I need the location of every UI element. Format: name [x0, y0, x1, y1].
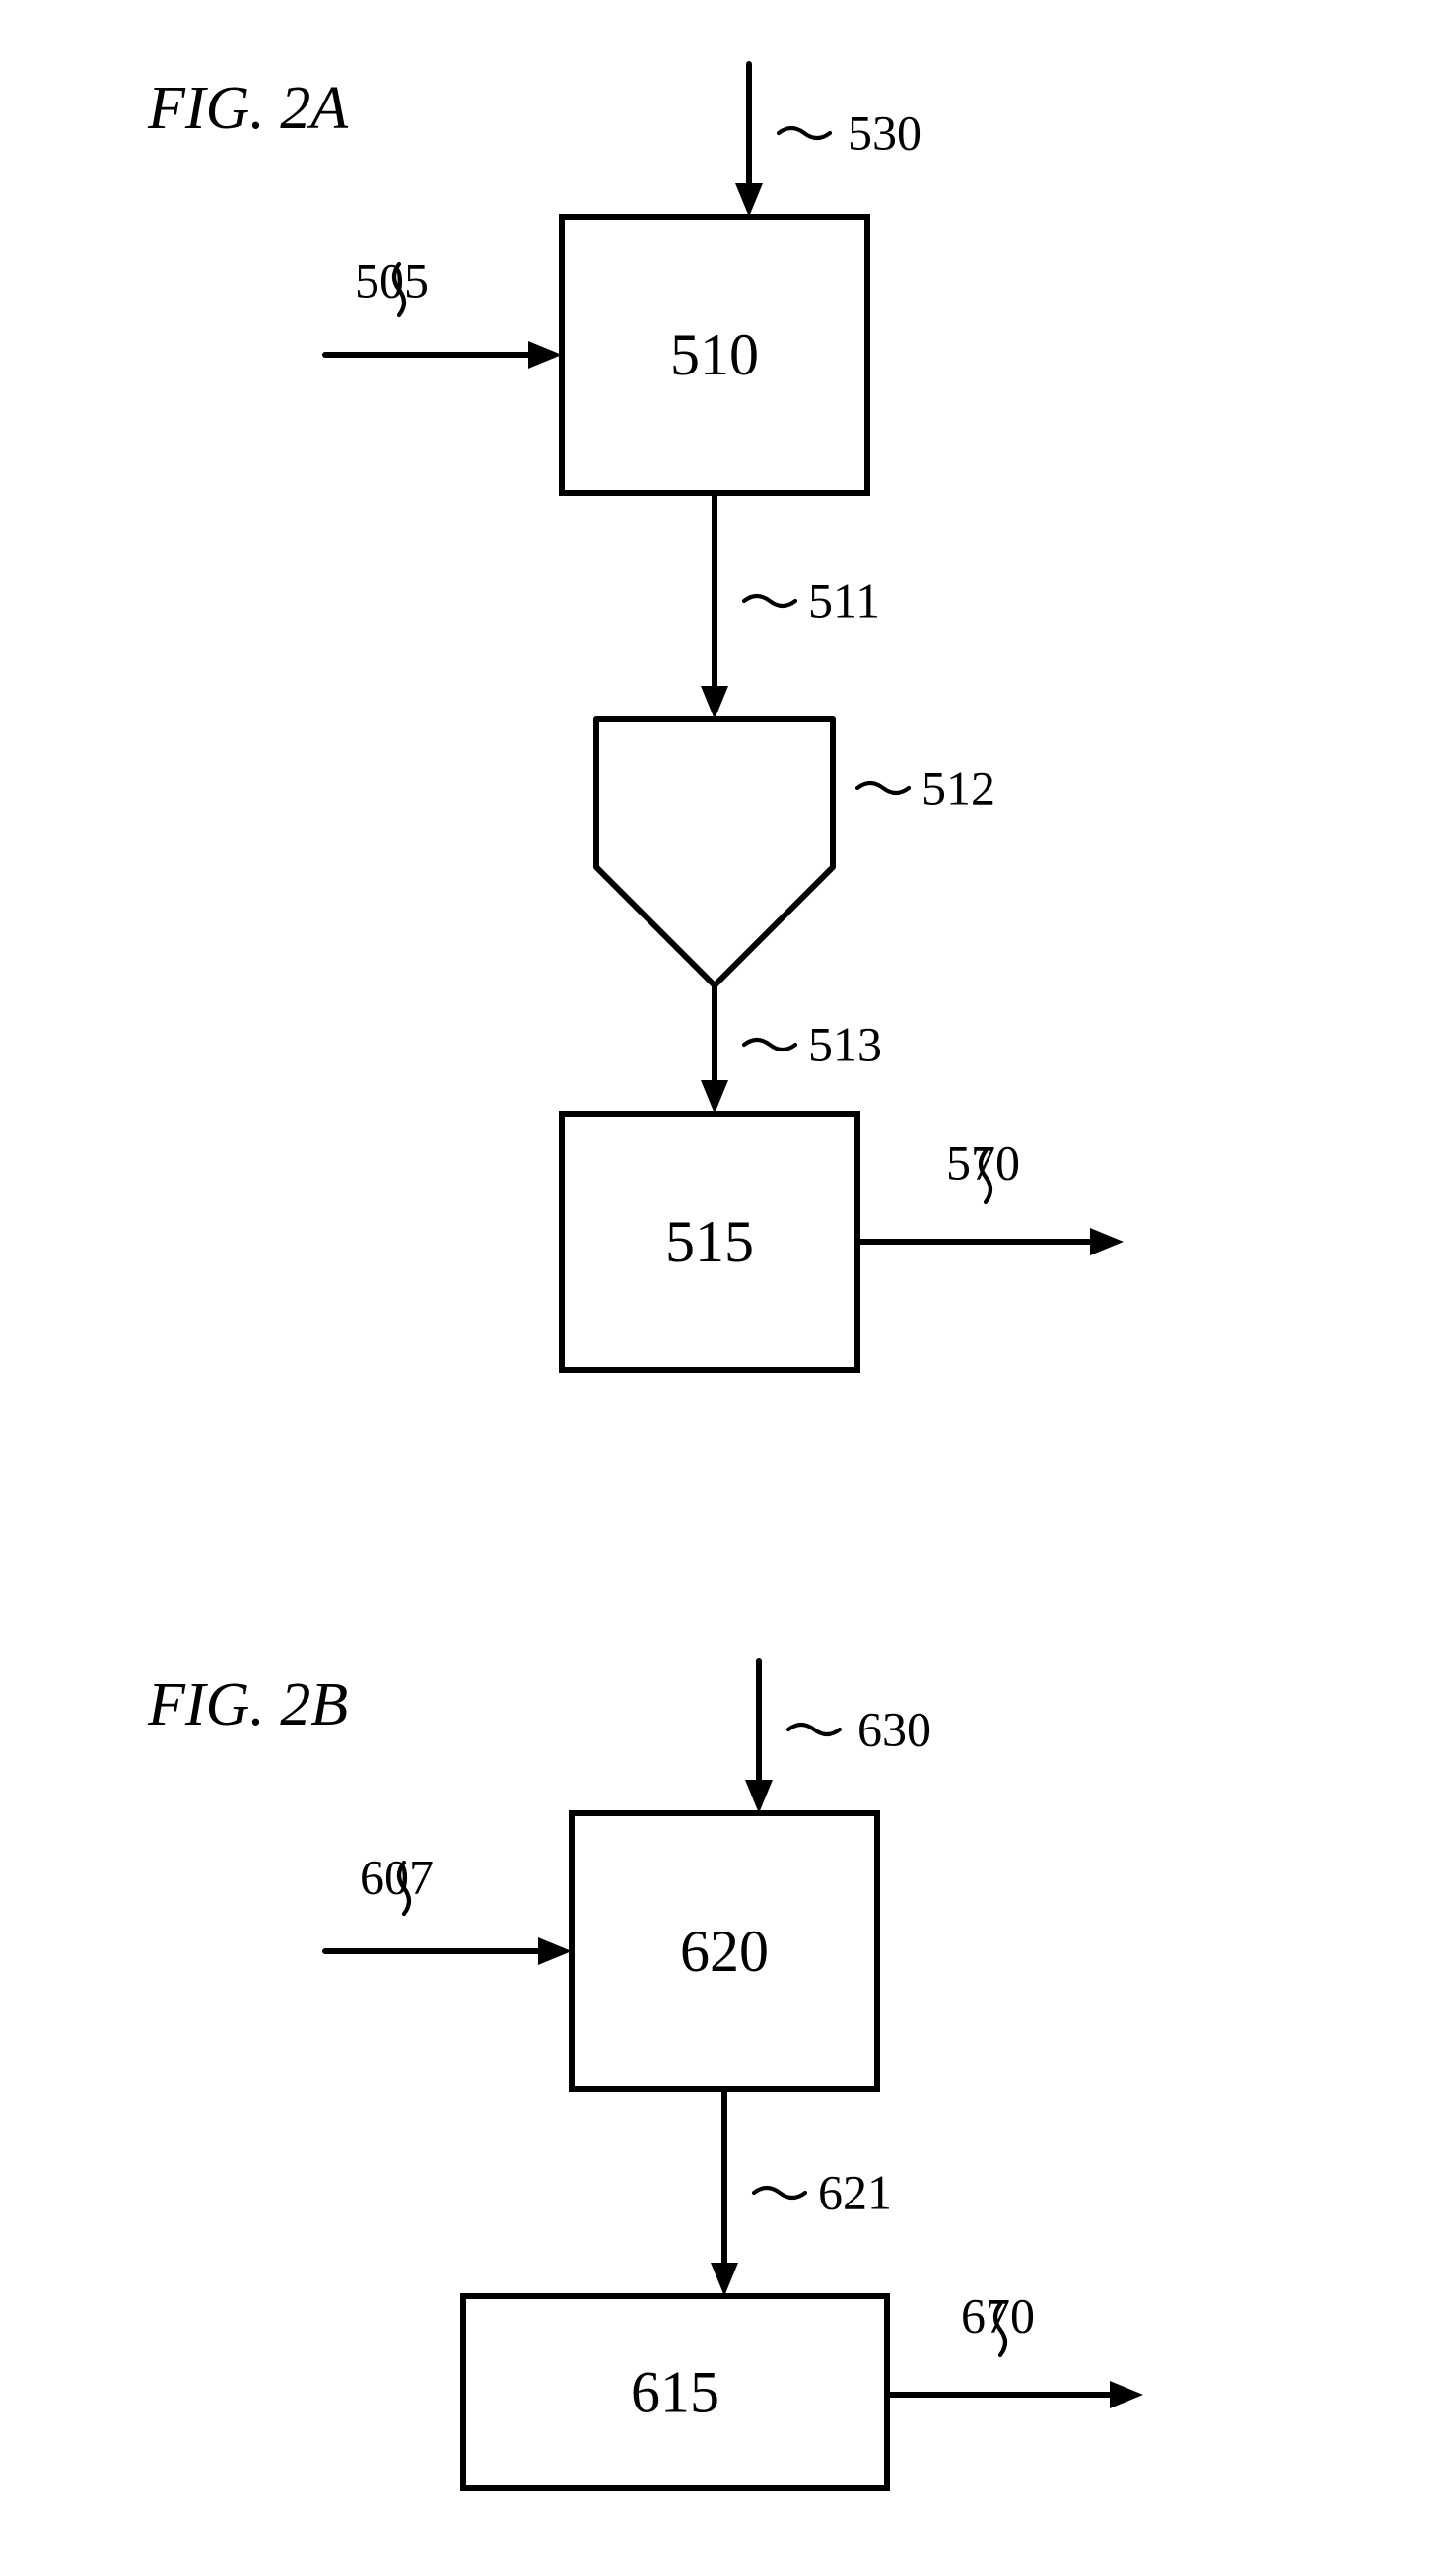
box-620-label: 620 — [680, 1919, 769, 1984]
ref-512: 512 — [921, 760, 995, 815]
arrow-head — [745, 1780, 773, 1813]
ref-530: 530 — [848, 104, 921, 160]
ref-621: 621 — [818, 2164, 892, 2219]
box-510-label: 510 — [670, 322, 759, 387]
ref-607: 607 — [360, 1849, 434, 1904]
leader-tilde — [744, 1040, 795, 1050]
hopper-512 — [596, 719, 833, 985]
fig-2b-title: FIG. 2B — [147, 1671, 348, 1738]
arrow-head — [711, 2263, 738, 2296]
arrow-head — [701, 686, 728, 719]
arrow-head — [538, 1937, 572, 1965]
leader-tilde — [857, 783, 909, 793]
fig-2a-title: FIG. 2A — [147, 75, 349, 142]
ref-513: 513 — [808, 1016, 882, 1071]
box-615-label: 615 — [631, 2359, 719, 2424]
box-515-label: 515 — [665, 1209, 754, 1274]
leader-tilde — [754, 2188, 805, 2198]
ref-570: 570 — [946, 1134, 1020, 1189]
arrow-head — [1090, 1228, 1124, 1255]
ref-630: 630 — [857, 1701, 931, 1756]
arrow-head — [528, 341, 562, 369]
arrow-head — [701, 1080, 728, 1114]
ref-511: 511 — [808, 573, 880, 628]
arrow-head — [1110, 2381, 1143, 2408]
arrow-head — [735, 183, 763, 217]
ref-505: 505 — [355, 252, 429, 307]
ref-670: 670 — [961, 2287, 1035, 2342]
leader-tilde — [788, 1725, 840, 1734]
leader-tilde — [779, 128, 830, 138]
leader-tilde — [744, 596, 795, 606]
